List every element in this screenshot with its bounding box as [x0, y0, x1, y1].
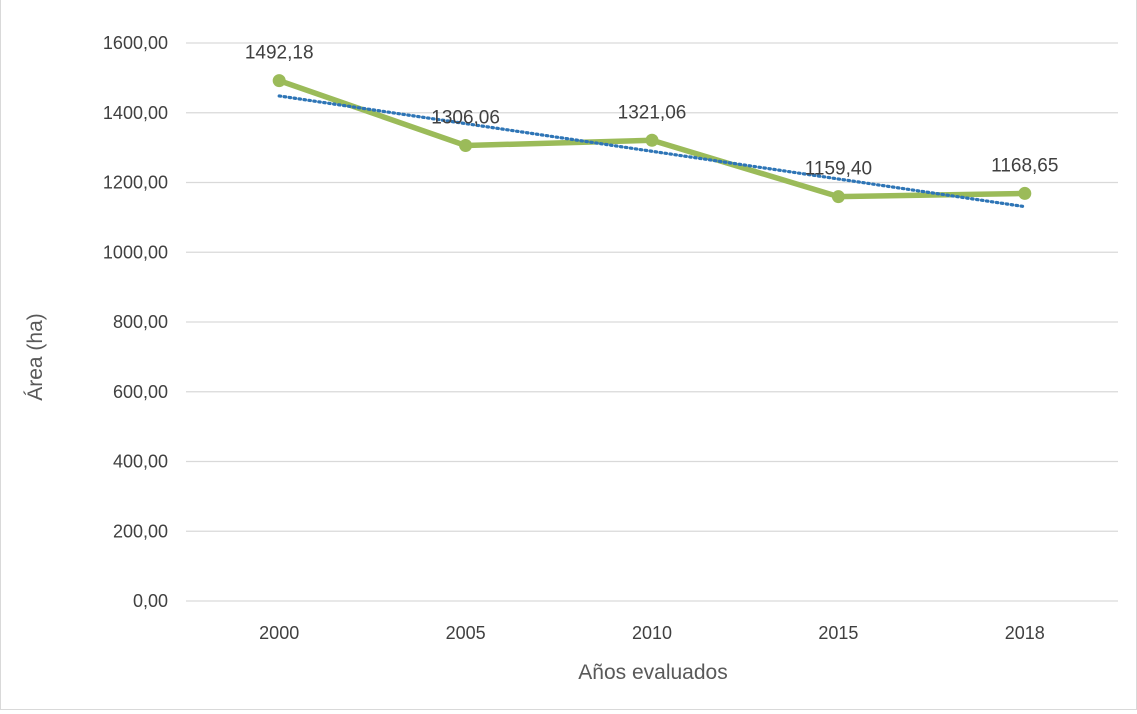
data-labels: 1492,18 1306,06 1321,06 1159,40 1168,65 [245, 43, 1059, 180]
y-tick-label: 1000,00 [103, 242, 168, 262]
x-tick-label: 2018 [1005, 623, 1045, 643]
data-point [645, 133, 659, 147]
y-axis-title: Área (ha) [24, 313, 47, 401]
data-label: 1168,65 [991, 155, 1058, 176]
points-layer [272, 74, 1032, 204]
data-point [459, 139, 473, 153]
y-tick-label: 1200,00 [103, 173, 168, 193]
x-tick-label: 2000 [259, 623, 299, 643]
data-label: 1321,06 [618, 102, 687, 123]
y-tick-label: 400,00 [113, 452, 168, 472]
x-tick-label: 2015 [818, 623, 858, 643]
data-point [831, 190, 845, 204]
data-label: 1492,18 [245, 43, 314, 64]
y-tick-label: 200,00 [113, 521, 168, 541]
y-axis-ticks: 0,00 200,00 400,00 600,00 800,00 1000,00 1200,… [103, 33, 168, 611]
x-axis-ticks: 2000 2005 2010 2015 2018 [259, 623, 1045, 643]
data-point [272, 74, 286, 88]
data-point [1018, 186, 1032, 200]
trendline [277, 94, 1027, 209]
data-label: 1159,40 [805, 159, 872, 180]
x-tick-label: 2010 [632, 623, 672, 643]
trendline-layer [277, 94, 1027, 209]
gridlines [186, 42, 1118, 602]
y-tick-label: 800,00 [113, 312, 168, 332]
y-tick-label: 600,00 [113, 382, 168, 402]
x-axis-title: Años evaluados [578, 661, 727, 684]
data-label: 1306,06 [431, 108, 500, 129]
y-tick-label: 1600,00 [103, 33, 168, 53]
x-tick-label: 2005 [446, 623, 486, 643]
y-tick-label: 0,00 [133, 591, 168, 611]
y-tick-label: 1400,00 [103, 103, 168, 123]
